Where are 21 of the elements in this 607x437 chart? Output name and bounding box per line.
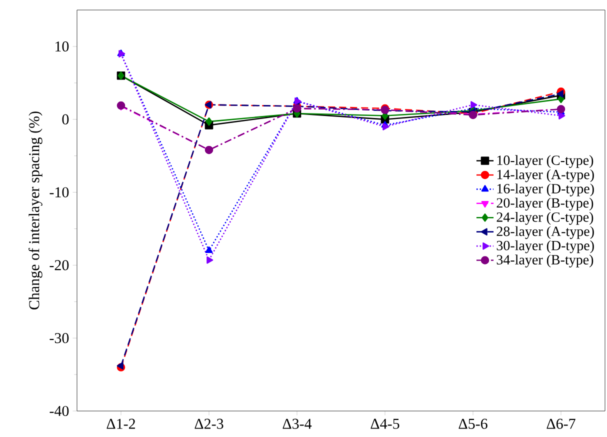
legend-label: 24-layer (C-type) [496,212,594,225]
x-tick-label: Δ2-3 [194,418,224,429]
y-tick-label: -40 [50,406,69,416]
y-tick-label: 0 [62,114,69,124]
legend-label: 16-layer (D-type) [497,184,594,196]
legend-label: 20-layer (B-type) [496,198,594,211]
legend-label: 10-layer (C-type) [497,155,594,168]
legend-label: 14-layer (A-type) [497,169,594,182]
y-tick-label: -10 [50,187,69,198]
x-tick-label: Δ3-4 [282,418,312,429]
x-tick-label: Δ6-7 [546,418,576,429]
y-axis-title: Change of interlayer spacing (%) [28,112,42,310]
y-tick-label: -20 [50,260,69,270]
y-tick-label: 10 [56,41,69,52]
legend-label: 34-layer (B-type) [496,254,594,268]
legend-label: 28-layer (A-type) [496,226,594,239]
y-tick-label: -30 [50,333,69,344]
x-tick-label: Δ4-5 [370,418,400,429]
x-tick-label: Δ5-6 [458,418,488,429]
legend-label: 30-layer (D-type) [496,240,594,254]
x-tick-label: Δ1-2 [106,418,135,429]
